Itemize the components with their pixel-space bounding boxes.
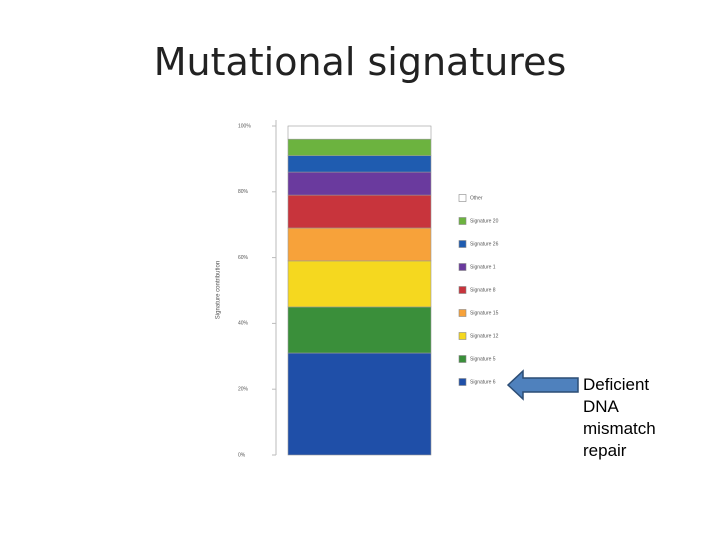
bar-segment (287, 306, 432, 354)
annotation: Deficient DNA mismatch repair (583, 375, 656, 460)
bar-segment (287, 138, 432, 156)
legend-swatch (458, 309, 467, 317)
y-tick-label: 40% (238, 321, 249, 327)
bar-segment (287, 171, 432, 196)
legend-swatch (458, 332, 467, 340)
arrow (506, 369, 579, 401)
y-tick-label: 100% (238, 123, 251, 129)
legend-label: Signature 15 (470, 310, 499, 316)
legend-label: Signature 26 (470, 241, 499, 247)
bar-segment (287, 125, 432, 140)
legend-label: Other (470, 195, 483, 201)
legend-swatch (458, 263, 467, 271)
slide-title: Mutational signatures (153, 40, 567, 84)
legend-swatch (458, 355, 467, 363)
legend-swatch (458, 378, 467, 386)
legend-label: Signature 6 (470, 379, 496, 385)
y-tick-label: 80% (238, 189, 249, 195)
y-tick-label: 0% (238, 452, 246, 458)
legend-label: Signature 12 (470, 333, 499, 339)
bar-segment (287, 260, 432, 308)
bar-segment (287, 194, 432, 229)
legend-swatch (458, 286, 467, 294)
legend-label: Signature 8 (470, 287, 496, 293)
bar-segment (287, 352, 432, 456)
y-tick-label: 60% (238, 255, 249, 261)
legend-swatch (458, 240, 467, 248)
bar-segment (287, 227, 432, 262)
legend-label: Signature 5 (470, 356, 496, 362)
y-axis-label: Signature contribution (216, 261, 222, 319)
legend-label: Signature 1 (470, 264, 496, 270)
legend-label: Signature 20 (470, 218, 499, 224)
legend-swatch (458, 217, 467, 225)
legend-swatch (458, 194, 467, 202)
y-tick-label: 20% (238, 387, 249, 393)
bar-segment (287, 155, 432, 173)
